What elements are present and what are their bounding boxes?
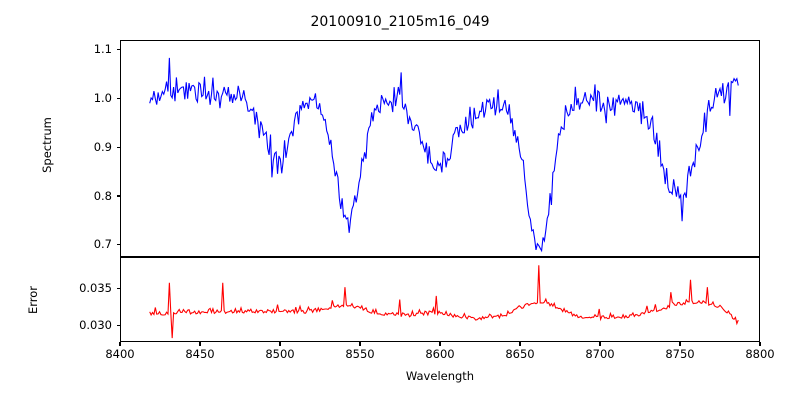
spectrum-y-tick-label: 1.1 [93, 42, 112, 57]
error-plot-area [149, 265, 739, 339]
spectrum-y-tick-mark [116, 97, 120, 100]
spectrum-y-tick-label: 0.7 [93, 237, 112, 252]
error-y-tick-label: 0.035 [79, 280, 112, 295]
figure-title: 20100910_2105m16_049 [310, 14, 490, 30]
spectrum-axes [120, 40, 760, 257]
spectrum-plot-area [149, 57, 739, 253]
error-y-tick-label: 0.030 [79, 318, 112, 333]
x-tick-mark [519, 342, 521, 346]
error-y-axis-label: Error [26, 285, 40, 315]
x-tick-label: 8750 [665, 347, 695, 361]
x-tick-mark [679, 342, 681, 346]
spectrum-y-tick-mark [116, 146, 120, 148]
spectrum-y-tick-mark [116, 244, 120, 246]
x-tick-label: 8450 [185, 347, 215, 361]
x-tick-label: 8550 [345, 347, 375, 361]
error-axes [120, 257, 760, 342]
error-y-tick-mark [116, 325, 120, 327]
x-tick-mark [279, 342, 281, 346]
error-line [149, 265, 739, 339]
x-tick-label: 8700 [585, 347, 615, 361]
x-tick-mark [439, 342, 441, 346]
x-tick-mark [199, 342, 201, 346]
x-tick-label: 8650 [505, 347, 535, 361]
spectrum-y-tick-label: 1.0 [93, 91, 112, 106]
spectrum-y-tick-mark [116, 49, 120, 51]
spectrum-y-tick-label: 0.8 [93, 188, 112, 203]
error-y-tick-mark [116, 287, 120, 289]
x-tick-mark [759, 342, 761, 346]
x-tick-mark [599, 342, 601, 346]
spectrum-y-tick-label: 0.9 [93, 139, 112, 154]
spectrum-y-tick-mark [116, 195, 120, 197]
spectrum-line [149, 57, 739, 253]
x-tick-label: 8400 [105, 347, 135, 361]
spectrum-y-axis-label: Spectrum [40, 117, 54, 173]
x-tick-label: 8500 [265, 347, 295, 361]
x-tick-label: 8800 [745, 347, 775, 361]
x-tick-mark [119, 342, 121, 346]
x-axis-label: Wavelength [405, 369, 475, 383]
x-tick-label: 8600 [425, 347, 455, 361]
x-tick-mark [359, 342, 361, 346]
